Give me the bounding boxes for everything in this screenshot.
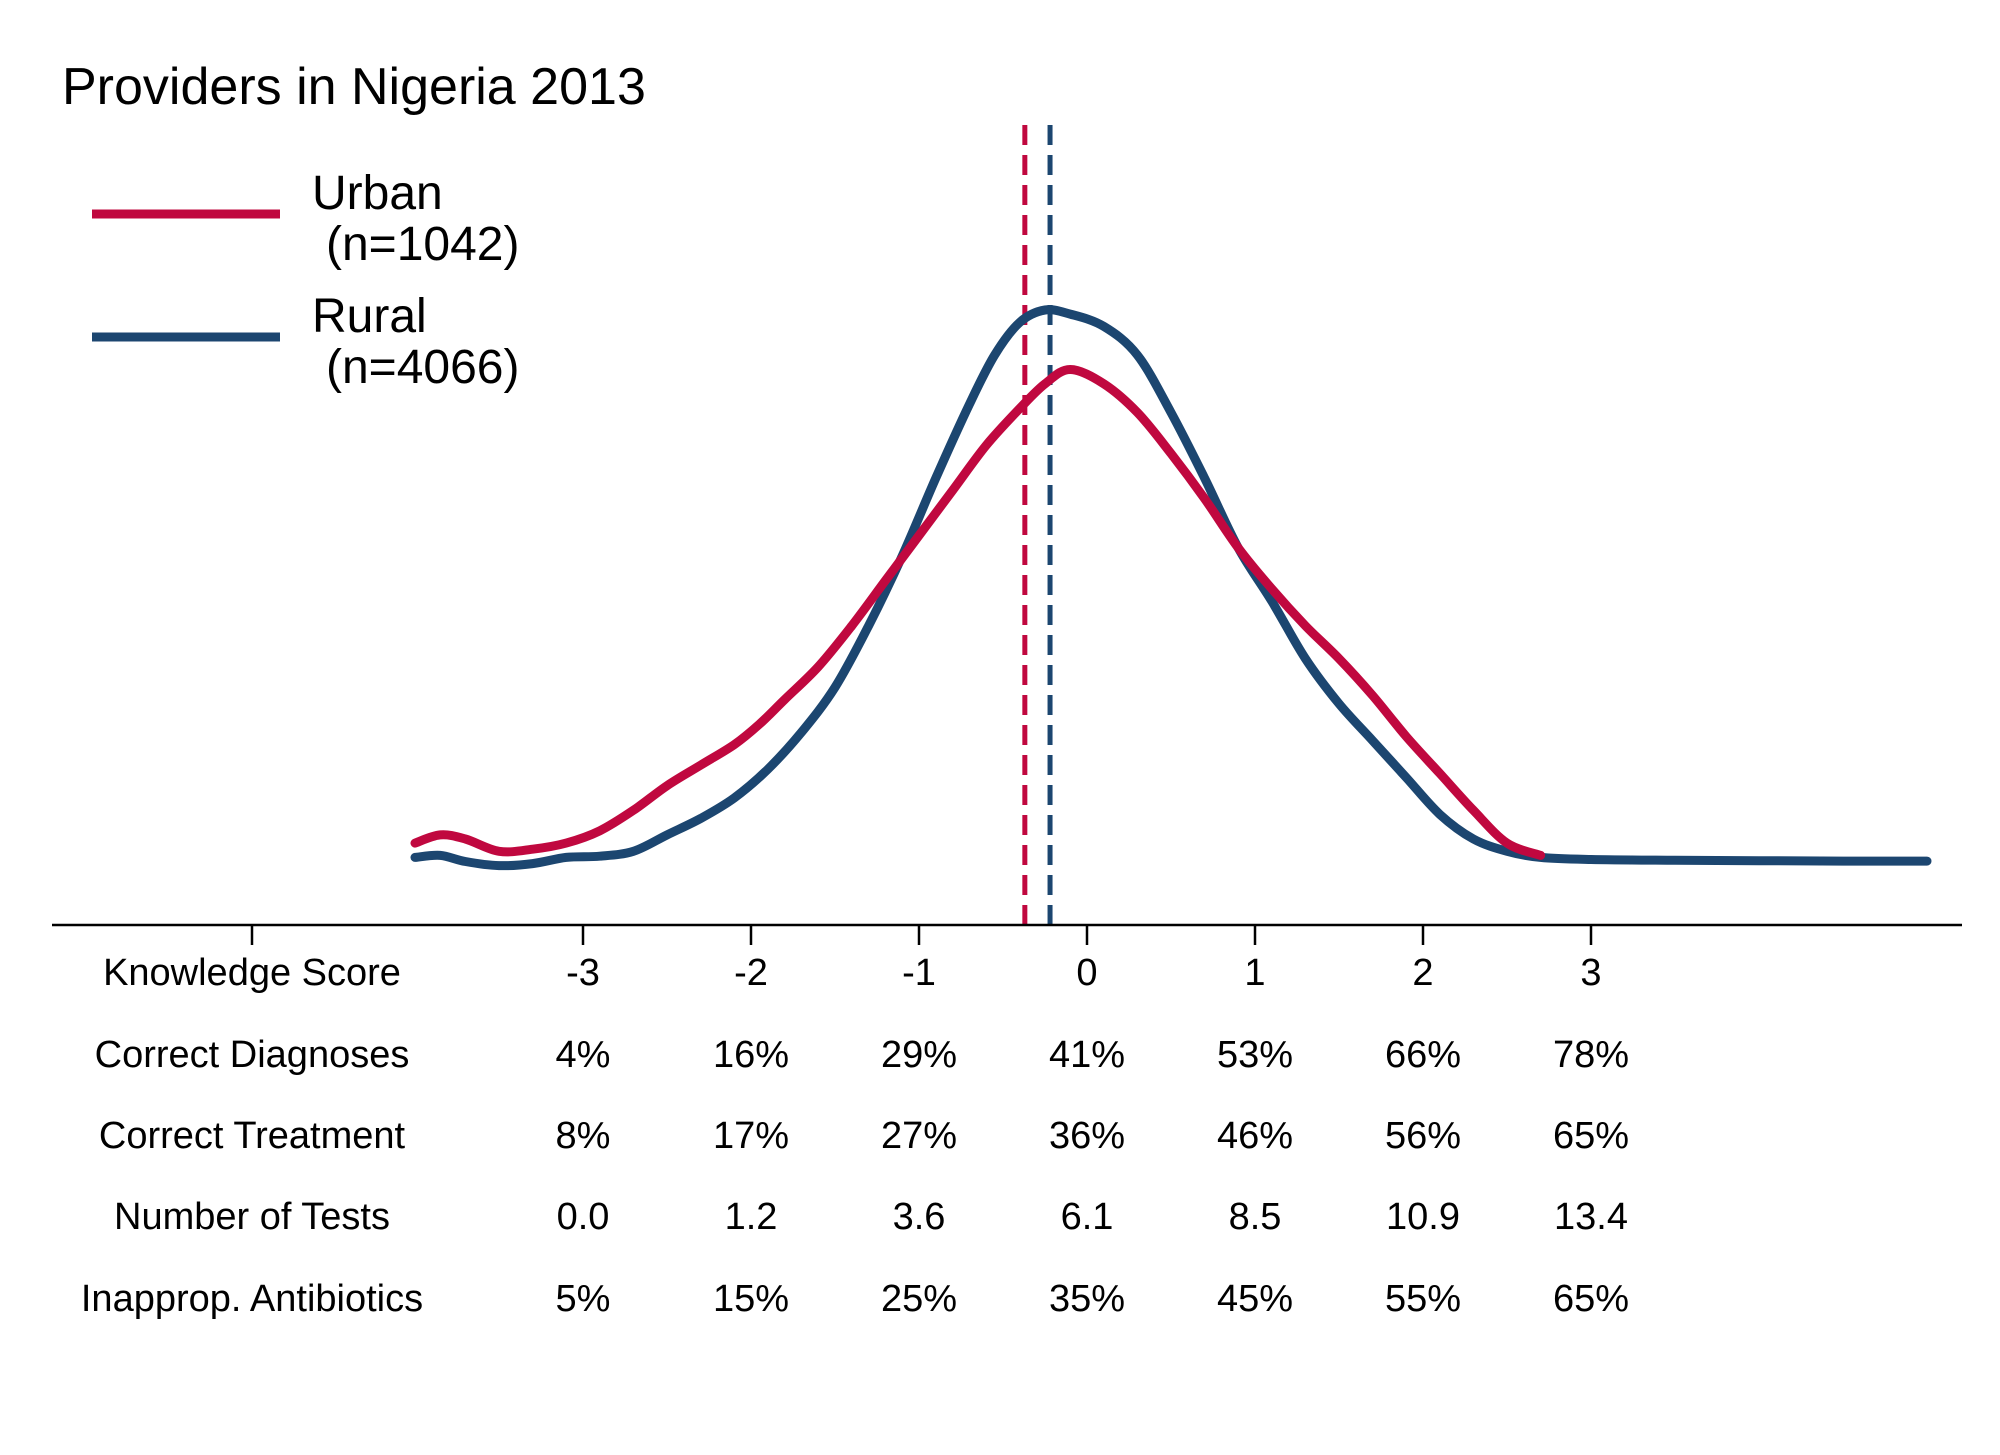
legend-label-urban: Urban — [312, 167, 443, 220]
table-cell: 17% — [713, 1115, 789, 1157]
density-curve-urban — [410, 365, 1546, 860]
table-cell: 1.2 — [725, 1196, 778, 1238]
x-tick-label: 2 — [1412, 952, 1433, 994]
table-cell: 16% — [713, 1034, 789, 1076]
table-cell: 13.4 — [1554, 1196, 1628, 1238]
table-cell: 56% — [1385, 1115, 1461, 1157]
table-cell: 8.5 — [1229, 1196, 1282, 1238]
table-cell: 78% — [1553, 1034, 1629, 1076]
table-cell: 10.9 — [1386, 1196, 1460, 1238]
table-cell: 0.0 — [557, 1196, 610, 1238]
x-tick-label: -2 — [734, 952, 768, 994]
table-cell: 6.1 — [1061, 1196, 1114, 1238]
table-row-label: Inapprop. Antibiotics — [81, 1278, 423, 1320]
knowledge-score-label: Knowledge Score — [103, 952, 401, 994]
x-tick-label: -3 — [566, 952, 600, 994]
density-curve-rural — [410, 305, 1932, 871]
x-axis-ticks — [250, 925, 1593, 945]
table-cell: 66% — [1385, 1034, 1461, 1076]
table-row-label: Correct Diagnoses — [95, 1034, 410, 1076]
table-cell: 15% — [713, 1278, 789, 1320]
table-cell: 46% — [1217, 1115, 1293, 1157]
table-cell: 5% — [556, 1278, 611, 1320]
table-cell: 53% — [1217, 1034, 1293, 1076]
table-cell: 45% — [1217, 1278, 1293, 1320]
legend-label-rural: Rural — [312, 290, 427, 343]
plot-area — [410, 125, 1932, 925]
table-cell: 4% — [556, 1034, 611, 1076]
table-cell: 29% — [881, 1034, 957, 1076]
table-cell: 36% — [1049, 1115, 1125, 1157]
table-cell: 41% — [1049, 1034, 1125, 1076]
legend-count-urban: (n=1042) — [326, 218, 519, 271]
table-cell: 65% — [1553, 1115, 1629, 1157]
stats-table: Knowledge Score -3 -2 -1 0 1 2 3 Correct Diagnos… — [81, 952, 1629, 1320]
table-cell: 27% — [881, 1115, 957, 1157]
table-row-label: Correct Treatment — [99, 1115, 406, 1157]
table-cell: 35% — [1049, 1278, 1125, 1320]
table-cell: 25% — [881, 1278, 957, 1320]
legend: Urban (n=1042) Rural (n=4066) — [92, 167, 519, 394]
table-row-label: Number of Tests — [114, 1196, 390, 1238]
x-tick-label: 1 — [1244, 952, 1265, 994]
table-cell: 65% — [1553, 1278, 1629, 1320]
x-tick-label: 3 — [1580, 952, 1601, 994]
table-cell: 55% — [1385, 1278, 1461, 1320]
x-tick-label: 0 — [1076, 952, 1097, 994]
table-cell: 8% — [556, 1115, 611, 1157]
x-tick-label: -1 — [902, 952, 936, 994]
legend-count-rural: (n=4066) — [326, 341, 519, 394]
table-cell: 3.6 — [893, 1196, 946, 1238]
chart-title: Providers in Nigeria 2013 — [62, 58, 646, 116]
